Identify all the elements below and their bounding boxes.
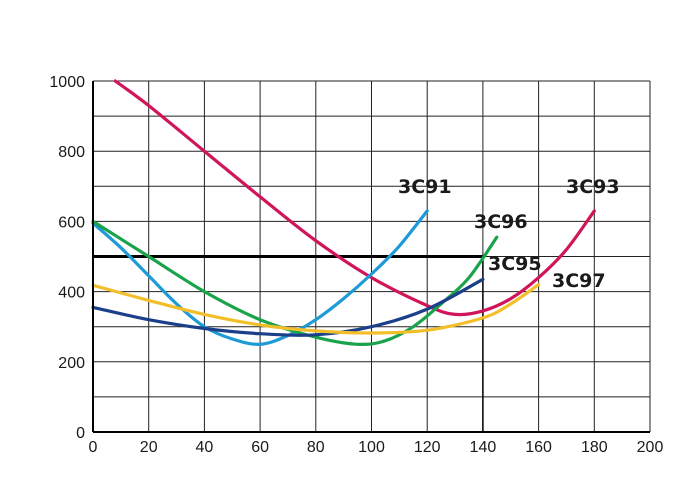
series-line-3C93: [113, 79, 596, 317]
series-label-3C95: 3C95: [488, 253, 542, 275]
series-line-3C97: [91, 283, 541, 335]
x-tick-label: 100: [358, 439, 385, 456]
y-tick-label: 600: [58, 214, 85, 231]
x-tick-label: 180: [581, 439, 608, 456]
x-tick-label: 20: [140, 439, 158, 456]
series-label-3C93: 3C93: [566, 176, 620, 198]
series-labels: 3C91 3C93 3C96 3C95 3C97: [398, 176, 620, 292]
y-tick-label: 0: [76, 425, 85, 442]
x-tick-label: 80: [307, 439, 325, 456]
y-tick-label: 800: [58, 144, 85, 161]
tick-labels: 0 20 40 60 80 100 120 140 160 180 200 0 200 400 600 800…: [49, 74, 663, 456]
x-tick-label: 40: [196, 439, 214, 456]
series-line-3C91: [91, 209, 429, 346]
series-label-3C96: 3C96: [474, 211, 528, 233]
x-tick-label: 200: [637, 439, 664, 456]
axes: [92, 81, 650, 433]
series-line-3C95: [91, 277, 485, 337]
x-tick-label: 140: [470, 439, 497, 456]
x-tick-label: 0: [89, 439, 98, 456]
x-tick-label: 160: [525, 439, 552, 456]
x-tick-label: 60: [251, 439, 269, 456]
y-tick-label: 200: [58, 355, 85, 372]
series-label-3C91: 3C91: [398, 176, 452, 198]
series-layer: [91, 79, 596, 347]
y-tick-label: 400: [58, 285, 85, 302]
y-tick-label: 1000: [49, 74, 85, 91]
x-tick-label: 120: [414, 439, 441, 456]
reference-lines: [93, 255, 484, 432]
series-label-3C97: 3C97: [552, 270, 606, 292]
